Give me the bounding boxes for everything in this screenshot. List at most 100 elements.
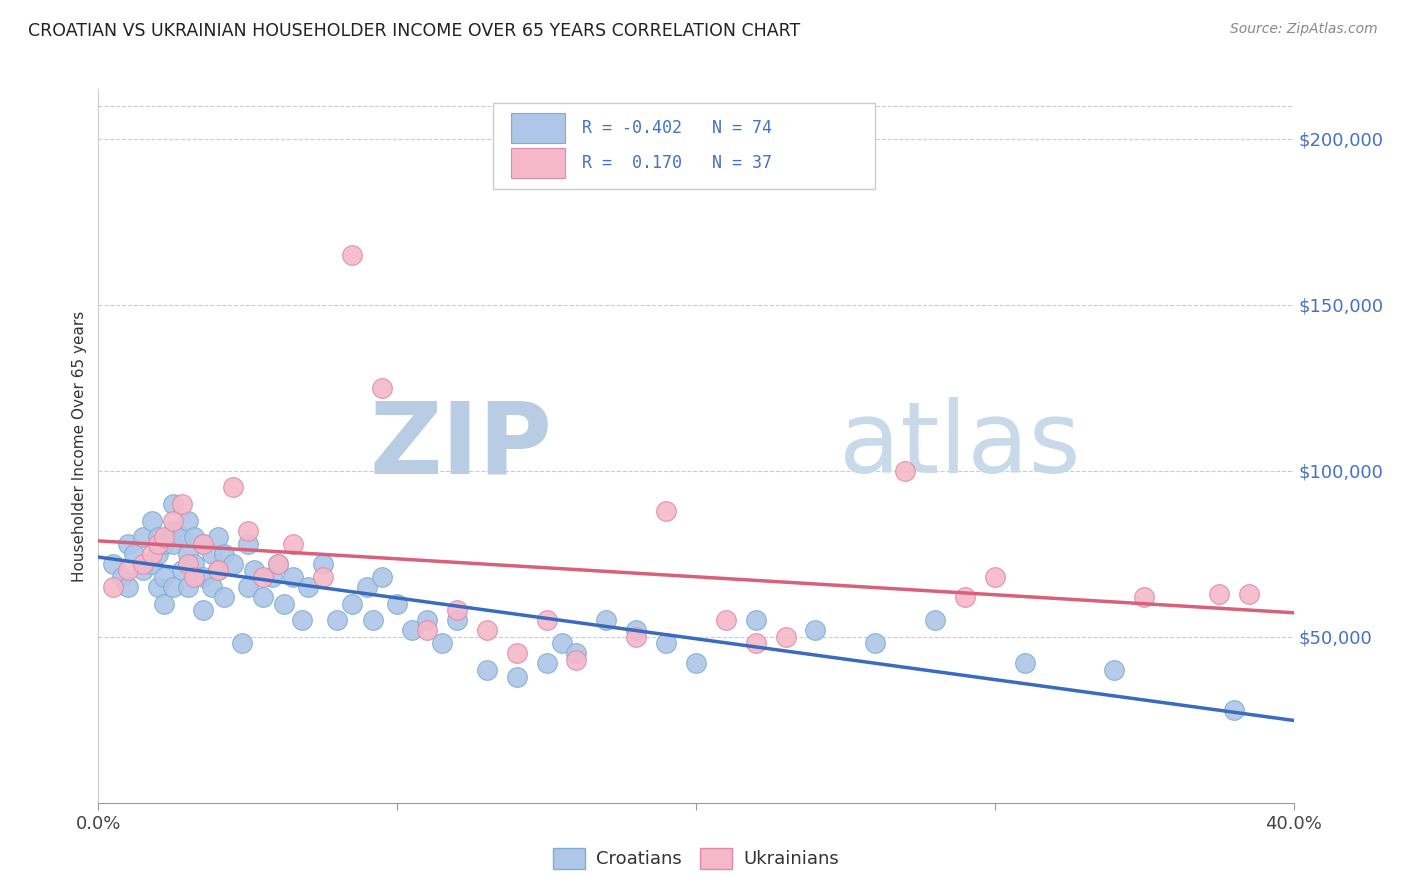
Point bbox=[865, 636, 887, 650]
Point bbox=[103, 557, 125, 571]
Point bbox=[311, 557, 333, 571]
Point bbox=[924, 613, 946, 627]
Point bbox=[297, 580, 319, 594]
Point bbox=[626, 624, 648, 638]
Point bbox=[342, 248, 364, 262]
Point bbox=[236, 524, 259, 538]
Point bbox=[172, 530, 194, 544]
Point bbox=[162, 514, 184, 528]
Point bbox=[1133, 590, 1156, 604]
Point bbox=[506, 647, 529, 661]
Point bbox=[162, 497, 184, 511]
Point bbox=[124, 547, 146, 561]
Point bbox=[446, 613, 468, 627]
Point bbox=[714, 613, 737, 627]
Point bbox=[536, 657, 558, 671]
Point bbox=[371, 381, 394, 395]
Point bbox=[385, 597, 409, 611]
Point bbox=[363, 613, 385, 627]
Point bbox=[356, 580, 378, 594]
Point bbox=[148, 547, 170, 561]
Point bbox=[267, 557, 290, 571]
Point bbox=[191, 603, 214, 617]
Point bbox=[1223, 703, 1246, 717]
Y-axis label: Householder Income Over 65 years: Householder Income Over 65 years bbox=[72, 310, 87, 582]
Point bbox=[132, 564, 155, 578]
Point bbox=[153, 570, 176, 584]
Point bbox=[153, 530, 176, 544]
Point bbox=[117, 537, 139, 551]
Point bbox=[475, 663, 498, 677]
Point bbox=[177, 557, 200, 571]
Point bbox=[153, 537, 176, 551]
Point bbox=[371, 570, 394, 584]
FancyBboxPatch shape bbox=[510, 112, 565, 143]
Point bbox=[252, 590, 274, 604]
Point bbox=[595, 613, 617, 627]
Point bbox=[111, 570, 134, 584]
Point bbox=[1237, 587, 1260, 601]
Point bbox=[401, 624, 423, 638]
Point bbox=[153, 597, 176, 611]
Point bbox=[446, 603, 468, 617]
Point bbox=[162, 537, 184, 551]
Point bbox=[416, 613, 439, 627]
Point bbox=[212, 590, 235, 604]
Point bbox=[536, 613, 558, 627]
Text: R =  0.170   N = 37: R = 0.170 N = 37 bbox=[582, 154, 772, 172]
Point bbox=[655, 504, 678, 518]
Point bbox=[281, 537, 304, 551]
Legend: Croatians, Ukrainians: Croatians, Ukrainians bbox=[546, 840, 846, 876]
Text: atlas: atlas bbox=[839, 398, 1081, 494]
FancyBboxPatch shape bbox=[494, 103, 875, 189]
Point bbox=[222, 481, 245, 495]
Point bbox=[430, 636, 453, 650]
Point bbox=[953, 590, 976, 604]
Point bbox=[212, 547, 235, 561]
Point bbox=[745, 636, 768, 650]
Text: Source: ZipAtlas.com: Source: ZipAtlas.com bbox=[1230, 22, 1378, 37]
Point bbox=[685, 657, 707, 671]
Point bbox=[141, 514, 163, 528]
Point bbox=[207, 564, 229, 578]
Point bbox=[565, 653, 588, 667]
Point bbox=[201, 580, 224, 594]
Text: R = -0.402   N = 74: R = -0.402 N = 74 bbox=[582, 119, 772, 136]
Point bbox=[655, 636, 678, 650]
Point bbox=[177, 514, 200, 528]
Point bbox=[172, 497, 194, 511]
Point bbox=[183, 557, 205, 571]
Point bbox=[1014, 657, 1036, 671]
Point bbox=[252, 570, 274, 584]
Point bbox=[177, 547, 200, 561]
Text: ZIP: ZIP bbox=[370, 398, 553, 494]
Point bbox=[626, 630, 648, 644]
Text: CROATIAN VS UKRAINIAN HOUSEHOLDER INCOME OVER 65 YEARS CORRELATION CHART: CROATIAN VS UKRAINIAN HOUSEHOLDER INCOME… bbox=[28, 22, 800, 40]
Point bbox=[894, 464, 917, 478]
Point bbox=[1208, 587, 1230, 601]
Point bbox=[326, 613, 349, 627]
Point bbox=[191, 537, 214, 551]
Point bbox=[183, 530, 205, 544]
Point bbox=[267, 557, 290, 571]
Point bbox=[103, 580, 125, 594]
Point bbox=[141, 557, 163, 571]
Point bbox=[141, 547, 163, 561]
Point bbox=[984, 570, 1007, 584]
FancyBboxPatch shape bbox=[510, 148, 565, 178]
Point bbox=[745, 613, 768, 627]
Point bbox=[231, 636, 253, 650]
Point bbox=[775, 630, 797, 644]
Point bbox=[281, 570, 304, 584]
Point bbox=[273, 597, 295, 611]
Point bbox=[342, 597, 364, 611]
Point bbox=[117, 564, 139, 578]
Point bbox=[565, 647, 588, 661]
Point bbox=[550, 636, 572, 650]
Point bbox=[162, 580, 184, 594]
Point bbox=[132, 557, 155, 571]
Point bbox=[416, 624, 439, 638]
Point bbox=[475, 624, 498, 638]
Point bbox=[191, 570, 214, 584]
Point bbox=[260, 570, 283, 584]
